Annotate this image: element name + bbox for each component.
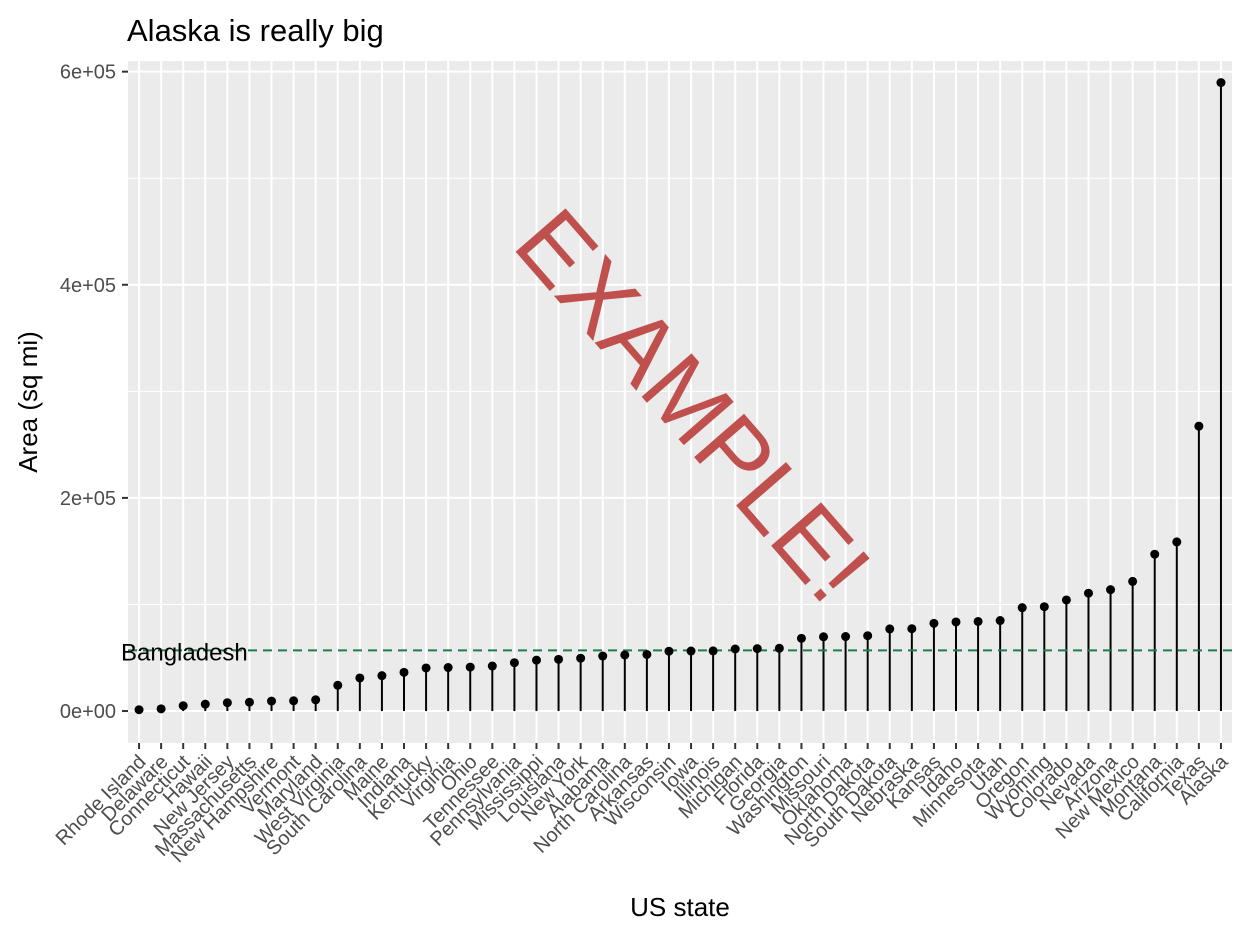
reference-label: Bangladesh <box>121 639 248 666</box>
data-point <box>554 654 564 664</box>
y-tick-label: 4e+05 <box>60 275 116 297</box>
data-point <box>311 695 321 705</box>
data-point <box>487 661 497 671</box>
data-point <box>509 658 519 668</box>
data-point <box>178 701 188 711</box>
data-point <box>156 704 166 714</box>
lollipop-stems <box>138 82 1222 712</box>
data-point <box>1194 421 1204 431</box>
data-point <box>267 696 277 706</box>
data-point <box>664 646 674 656</box>
data-point <box>1150 549 1160 559</box>
data-point <box>1017 603 1027 613</box>
data-point <box>774 643 784 653</box>
y-tick-label: 0e+00 <box>60 701 116 723</box>
lollipop-points <box>134 78 1226 715</box>
y-axis-title: Area (sq mi) <box>13 331 43 473</box>
data-point <box>465 662 475 672</box>
data-point <box>531 655 541 665</box>
data-point <box>443 663 453 673</box>
data-point <box>819 632 829 642</box>
data-point <box>598 651 608 661</box>
data-point <box>1172 537 1182 547</box>
data-point <box>929 618 939 628</box>
data-point <box>708 646 718 656</box>
x-axis-title: US state <box>630 892 730 922</box>
data-point <box>222 698 232 708</box>
data-point <box>686 646 696 656</box>
data-point <box>576 653 586 663</box>
data-point <box>620 650 630 660</box>
data-point <box>1216 78 1226 88</box>
data-point <box>134 705 144 715</box>
data-point <box>973 616 983 626</box>
data-point <box>907 624 917 634</box>
data-point <box>642 649 652 659</box>
data-point <box>421 663 431 673</box>
data-point <box>1039 602 1049 612</box>
data-point <box>1061 595 1071 605</box>
data-point <box>995 616 1005 626</box>
data-point <box>1128 576 1138 586</box>
data-point <box>333 680 343 690</box>
data-point <box>730 644 740 654</box>
data-point <box>244 697 254 707</box>
data-point <box>885 624 895 634</box>
data-point <box>200 699 210 709</box>
y-tick-label: 6e+05 <box>60 62 116 84</box>
data-point <box>355 673 365 683</box>
data-point <box>796 633 806 643</box>
data-point <box>1083 588 1093 598</box>
data-point <box>1106 585 1116 595</box>
chart-title: Alaska is really big <box>127 13 384 48</box>
data-point <box>951 617 961 627</box>
data-point <box>399 667 409 677</box>
plot-panel <box>128 61 1232 743</box>
data-point <box>377 671 387 681</box>
data-point <box>289 696 299 706</box>
y-tick-label: 2e+05 <box>60 488 116 510</box>
data-point <box>752 644 762 654</box>
x-axis: Rhode IslandDelawareConnecticutHawaiiNew… <box>52 743 1233 867</box>
data-point <box>863 631 873 641</box>
data-point <box>841 632 851 642</box>
y-axis: 0e+00 2e+05 4e+05 6e+05 <box>60 62 128 723</box>
